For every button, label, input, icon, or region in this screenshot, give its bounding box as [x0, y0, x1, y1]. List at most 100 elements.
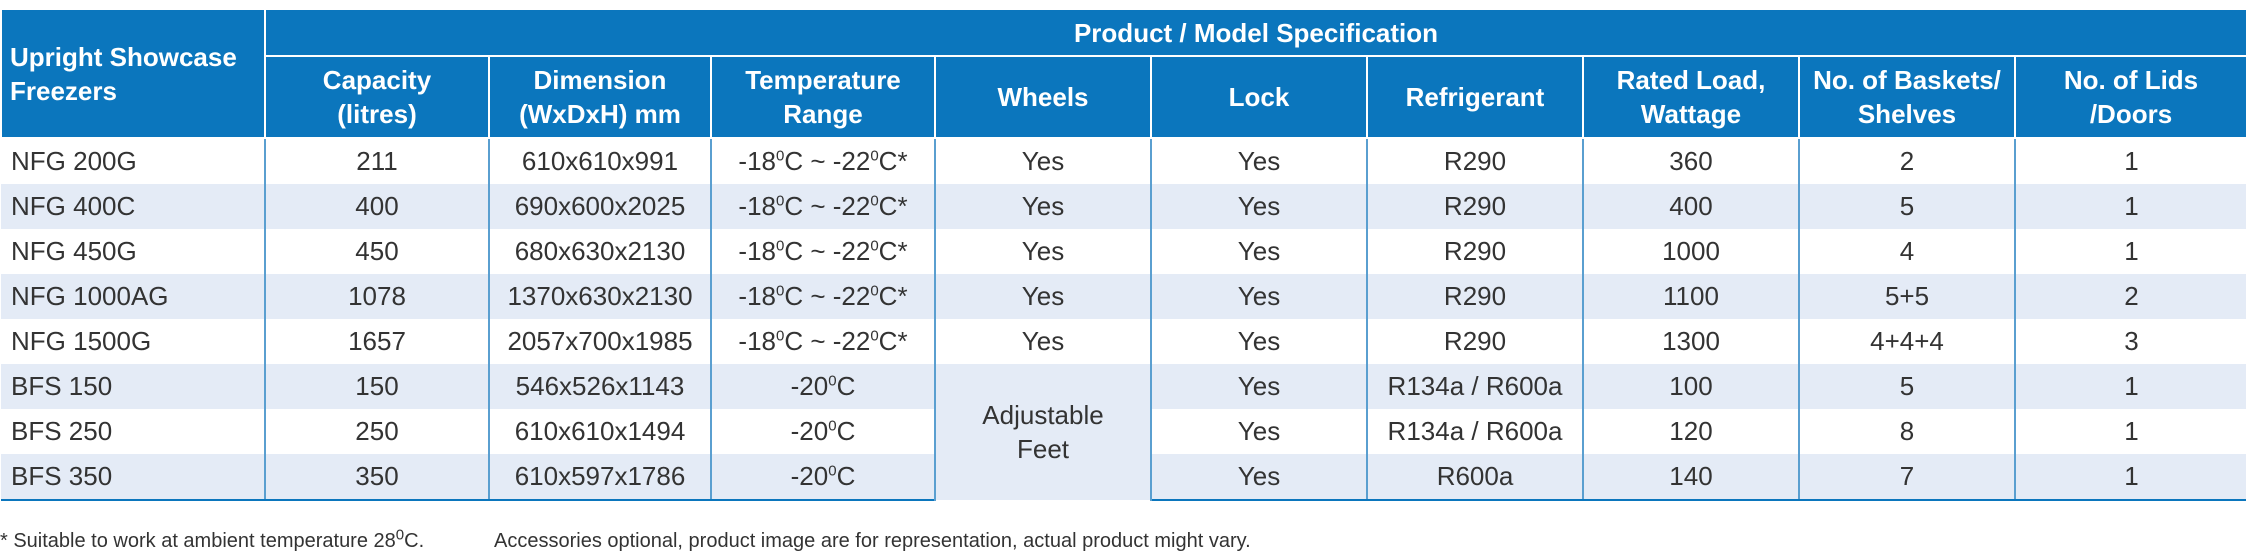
cell-lock: Yes: [1150, 319, 1368, 364]
column-header-line: Dimension: [533, 65, 667, 95]
cell-wattage: 1000: [1582, 229, 1800, 274]
table-row: NFG 1500G 1657 2057x700x1985 -180C ~ -220C*…: [1, 319, 2246, 364]
column-header-line: Rated Load,: [1616, 65, 1766, 95]
footnote-ambient-temp: * Suitable to work at ambient temperatur…: [0, 526, 425, 552]
column-header-capacity: Capacity (litres): [264, 55, 490, 139]
cell-temp: -180C ~ -220C*: [710, 274, 936, 319]
cell-lock: Yes: [1150, 364, 1368, 409]
column-header-baskets-shelves: No. of Baskets/Shelves: [1798, 55, 2016, 139]
cell-temp: -180C ~ -220C*: [710, 229, 936, 274]
cell-temp: -200C: [710, 454, 936, 501]
cell-lock: Yes: [1150, 229, 1368, 274]
cell-capacity: 350: [264, 454, 490, 501]
cell-doors: 1: [2014, 138, 2246, 184]
cell-model: NFG 200G: [1, 138, 266, 184]
column-header-line: Range: [783, 99, 863, 129]
column-header-line: No. of Lids: [2063, 65, 2199, 95]
cell-refrigerant: R290: [1366, 184, 1584, 229]
table-body: NFG 200G 211 610x610x991 -180C ~ -220C* Yes Y…: [1, 138, 2246, 501]
column-header-temperature-range: Temperature Range: [710, 55, 936, 139]
adjustable-feet-line: Adjustable: [982, 400, 1104, 430]
cell-refrigerant: R134a / R600a: [1366, 364, 1584, 409]
cell-wheels: Yes: [934, 184, 1152, 229]
table-row: NFG 1000AG 1078 1370x630x2130 -180C ~ -220C…: [1, 274, 2246, 319]
cell-wattage: 1300: [1582, 319, 1800, 364]
cell-doors: 1: [2014, 454, 2246, 501]
column-header-line: Lock: [1228, 82, 1290, 112]
cell-lock: Yes: [1150, 184, 1368, 229]
table-row: NFG 200G 211 610x610x991 -180C ~ -220C* Yes Y…: [1, 138, 2246, 184]
adjustable-feet-line: Feet: [1016, 434, 1070, 464]
cell-lock: Yes: [1150, 454, 1368, 501]
column-header-row: Capacity (litres) Dimension (WxDxH) mm Tempe…: [1, 55, 2246, 139]
column-header-line: (litres): [337, 99, 417, 129]
cell-dimension: 680x630x2130: [488, 229, 712, 274]
column-header-line: Wattage: [1640, 99, 1742, 129]
cell-capacity: 1078: [264, 274, 490, 319]
column-header-line: Temperature: [745, 65, 901, 95]
cell-wattage: 120: [1582, 409, 1800, 454]
cell-shelves: 7: [1798, 454, 2016, 501]
column-header-line: Wheels: [997, 82, 1089, 112]
column-header-lids-doors: No. of Lids/Doors: [2014, 55, 2246, 139]
column-header-line: Refrigerant: [1405, 82, 1545, 112]
cell-model: BFS 150: [1, 364, 266, 409]
cell-dimension: 690x600x2025: [488, 184, 712, 229]
column-header-rated-load-wattage: Rated Load, Wattage: [1582, 55, 1800, 139]
cell-capacity: 1657: [264, 319, 490, 364]
spec-table-wrapper: Upright Showcase Freezers Product / Mode…: [0, 8, 2246, 501]
column-header-refrigerant: Refrigerant: [1366, 55, 1584, 139]
column-header-line: No. of Baskets/: [1813, 65, 2001, 95]
cell-shelves: 2: [1798, 138, 2016, 184]
corner-label-line-2: Freezers: [10, 75, 117, 106]
cell-model: BFS 350: [1, 454, 266, 501]
cell-wheels: Yes: [934, 229, 1152, 274]
corner-header: Upright Showcase Freezers: [0, 8, 266, 139]
column-header-line: /Doors: [2089, 99, 2173, 129]
table-row: BFS 350 350 610x597x1786 -200C Yes R600a 140 7 1: [1, 454, 2246, 501]
cell-temp: -200C: [710, 409, 936, 454]
column-header-wheels: Wheels: [934, 55, 1152, 139]
cell-lock: Yes: [1150, 274, 1368, 319]
column-header-dimension: Dimension (WxDxH) mm: [488, 55, 712, 139]
cell-shelves: 8: [1798, 409, 2016, 454]
cell-wheels: Yes: [934, 319, 1152, 364]
cell-shelves: 5+5: [1798, 274, 2016, 319]
cell-refrigerant: R290: [1366, 138, 1584, 184]
cell-wheels: Yes: [934, 274, 1152, 319]
cell-shelves: 4: [1798, 229, 2016, 274]
cell-model: NFG 400C: [1, 184, 266, 229]
cell-doors: 2: [2014, 274, 2246, 319]
cell-wheels-adjustable-feet: Adjustable Feet: [934, 364, 1152, 500]
column-header-line: Capacity: [322, 65, 432, 95]
cell-capacity: 211: [264, 138, 490, 184]
cell-temp: -180C ~ -220C*: [710, 319, 936, 364]
column-header-line: (WxDxH) mm: [519, 99, 681, 129]
cell-model: NFG 450G: [1, 229, 266, 274]
cell-capacity: 250: [264, 409, 490, 454]
cell-model: BFS 250: [1, 409, 266, 454]
cell-dimension: 610x597x1786: [488, 454, 712, 501]
table-row: BFS 150 150 546x526x1143 -200C Adjustable Fee…: [1, 364, 2246, 500]
cell-capacity: 150: [264, 364, 490, 409]
cell-refrigerant: R134a / R600a: [1366, 409, 1584, 454]
spec-table: Upright Showcase Freezers Product / Mode…: [0, 8, 2246, 501]
cell-model: NFG 1500G: [1, 319, 266, 364]
cell-lock: Yes: [1150, 409, 1368, 454]
cell-doors: 1: [2014, 364, 2246, 409]
cell-refrigerant: R290: [1366, 274, 1584, 319]
table-row: NFG 450G 450 680x630x2130 -180C ~ -220C* Yes…: [1, 229, 2246, 274]
cell-lock: Yes: [1150, 138, 1368, 184]
cell-dimension: 2057x700x1985: [488, 319, 712, 364]
cell-shelves: 5: [1798, 184, 2016, 229]
cell-dimension: 610x610x991: [488, 138, 712, 184]
corner-label-line-1: Upright Showcase: [10, 41, 237, 72]
cell-temp: -180C ~ -220C*: [710, 184, 936, 229]
cell-temp: -200C: [710, 364, 936, 409]
cell-doors: 1: [2014, 184, 2246, 229]
cell-refrigerant: R290: [1366, 319, 1584, 364]
cell-temp: -180C ~ -220C*: [710, 138, 936, 184]
cell-wattage: 1100: [1582, 274, 1800, 319]
cell-doors: 1: [2014, 229, 2246, 274]
column-header-lock: Lock: [1150, 55, 1368, 139]
